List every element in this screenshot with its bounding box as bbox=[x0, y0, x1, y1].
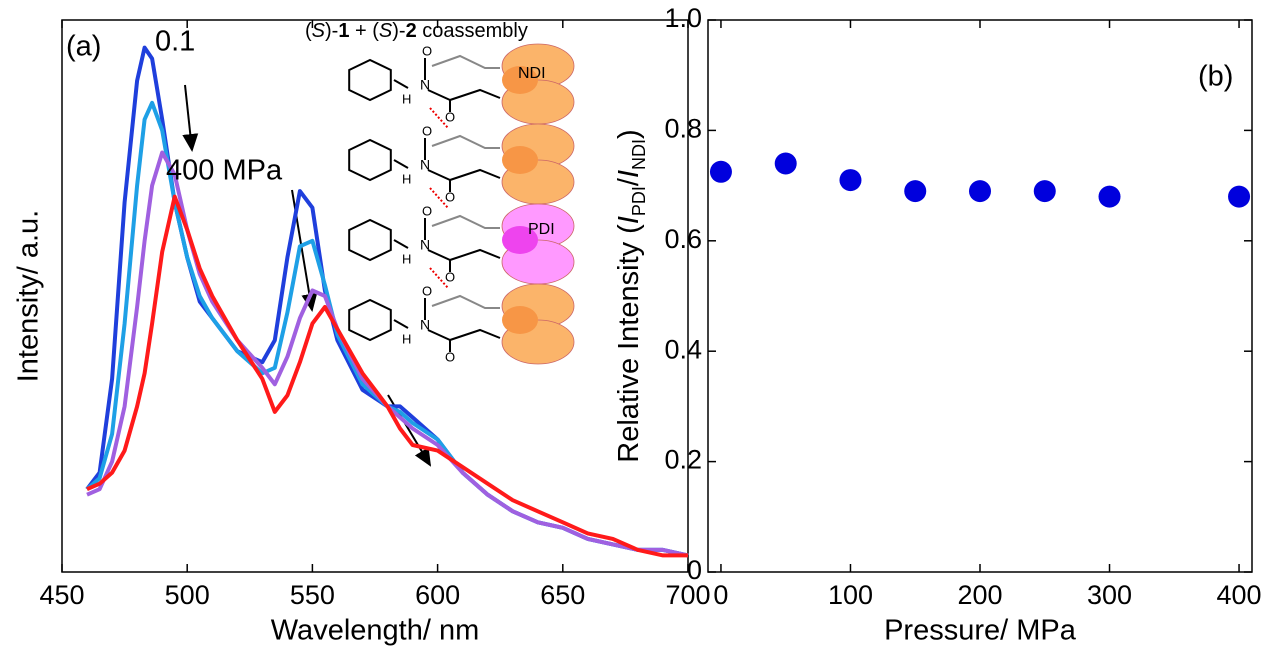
cyclohexane bbox=[348, 298, 392, 342]
x-tick-label: 200 bbox=[957, 580, 1002, 610]
x-tick-label: 600 bbox=[415, 580, 460, 610]
h-bond bbox=[429, 267, 449, 289]
atom-label: N bbox=[420, 157, 430, 173]
atom-label: O bbox=[445, 269, 455, 284]
h-bond bbox=[429, 107, 449, 129]
y-axis-label: Relative Intensity (IPDI/INDI) bbox=[613, 129, 649, 462]
data-point bbox=[839, 169, 862, 192]
atom-label: N bbox=[420, 237, 430, 253]
y-tick-label: 1.0 bbox=[664, 3, 702, 33]
y-tick-label: 0.8 bbox=[664, 114, 702, 144]
atom-label: O bbox=[445, 109, 455, 124]
x-axis-label: Wavelength/ nm bbox=[271, 615, 479, 647]
atom-label: O bbox=[445, 189, 455, 204]
atom-label: O bbox=[445, 349, 455, 364]
chain bbox=[393, 298, 501, 352]
core bbox=[502, 66, 538, 94]
inset-title-part: S bbox=[312, 20, 326, 42]
x-tick-label: 500 bbox=[165, 580, 210, 610]
atom-label: O bbox=[422, 283, 432, 298]
inset-title-part: 1 bbox=[338, 20, 349, 42]
chain-grey bbox=[431, 54, 500, 69]
atom-label: H bbox=[402, 91, 411, 106]
y-axis-label-part: ) bbox=[613, 129, 645, 139]
inset-title: (S)-1 + (S)-2 coassembly bbox=[305, 20, 528, 42]
inset-title-part: coassembly bbox=[417, 20, 528, 42]
plot-frame bbox=[707, 19, 1253, 573]
y-axis-label-part: NDI bbox=[629, 139, 649, 170]
y-tick-label: 0 bbox=[687, 555, 702, 585]
atom-label: H bbox=[402, 331, 411, 346]
atom-label: N bbox=[420, 77, 430, 93]
x-tick-label: 300 bbox=[1087, 580, 1132, 610]
y-axis-label-part: Relative Intensity ( bbox=[613, 224, 645, 463]
core bbox=[502, 306, 538, 334]
atom-label: O bbox=[422, 203, 432, 218]
inset-title-part: 2 bbox=[406, 20, 417, 42]
chain bbox=[393, 218, 501, 272]
cyclohexane bbox=[348, 218, 392, 262]
x-axis-label: Pressure/ MPa bbox=[884, 615, 1077, 647]
panel-label: (b) bbox=[1198, 61, 1233, 93]
unit-label: NDI bbox=[518, 65, 546, 82]
y-tick-label: 0.2 bbox=[664, 445, 702, 475]
inset-title-part: + ( bbox=[349, 20, 379, 42]
chain bbox=[393, 58, 501, 112]
inset-title-part: S bbox=[379, 20, 393, 42]
chain bbox=[393, 138, 501, 192]
annotation: 0.1 bbox=[155, 26, 195, 58]
atom-label: N bbox=[420, 317, 430, 333]
y-tick-label: 0.6 bbox=[664, 224, 702, 254]
arrow bbox=[182, 84, 199, 152]
x-tick-label: 400 bbox=[1217, 580, 1262, 610]
y-tick-label: 0.4 bbox=[664, 334, 702, 364]
y-axis-label: Intensity/ a.u. bbox=[13, 210, 45, 383]
x-tick-label: 700 bbox=[665, 580, 710, 610]
x-tick-label: 0 bbox=[713, 580, 728, 610]
data-point bbox=[1033, 180, 1056, 203]
inset-title-part: )- bbox=[392, 20, 405, 42]
data-point bbox=[904, 180, 927, 203]
annotation: 400 MPa bbox=[166, 155, 283, 187]
data-point bbox=[1098, 185, 1121, 208]
y-axis-label-part: / bbox=[613, 177, 645, 186]
h-bond bbox=[429, 187, 449, 209]
cyclohexane bbox=[348, 58, 392, 102]
data-point bbox=[774, 152, 797, 175]
y-axis-label-part: I bbox=[613, 216, 645, 224]
data-point bbox=[969, 180, 991, 203]
atom-label: H bbox=[402, 171, 411, 186]
inset-title-part: ( bbox=[305, 20, 312, 42]
unit-label: PDI bbox=[528, 221, 555, 238]
chain-grey bbox=[431, 214, 500, 229]
chain-grey bbox=[431, 134, 500, 149]
panel-label: (a) bbox=[66, 31, 101, 63]
y-axis-label-part: I bbox=[613, 170, 645, 178]
inset-title-part: )- bbox=[325, 20, 338, 42]
spectrum-line bbox=[86, 194, 688, 558]
spectrum-line bbox=[86, 150, 689, 558]
x-tick-label: 100 bbox=[828, 580, 873, 610]
chain-grey bbox=[431, 294, 500, 309]
atom-label: O bbox=[422, 123, 432, 138]
data-point bbox=[709, 160, 732, 183]
x-tick-label: 450 bbox=[39, 580, 84, 610]
atom-label: O bbox=[422, 43, 432, 58]
data-point bbox=[1228, 185, 1251, 208]
x-tick-label: 650 bbox=[540, 580, 585, 610]
plot-frame bbox=[61, 19, 689, 573]
cyclohexane bbox=[348, 138, 392, 182]
core bbox=[502, 146, 538, 174]
core bbox=[502, 226, 538, 254]
atom-label: H bbox=[402, 251, 411, 266]
y-axis-label-part: PDI bbox=[629, 186, 649, 216]
x-tick-label: 550 bbox=[290, 580, 335, 610]
spectrum-line bbox=[85, 45, 689, 558]
